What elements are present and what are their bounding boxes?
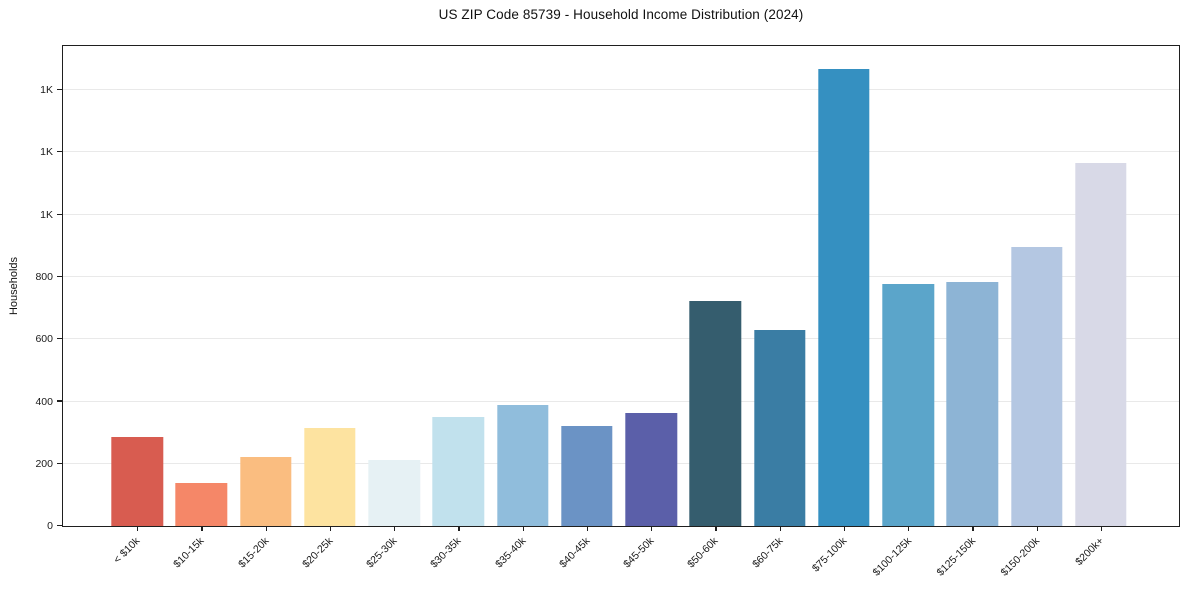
x-tick-mark <box>651 526 653 531</box>
gridline <box>63 275 1179 277</box>
y-tick-mark <box>57 89 62 91</box>
bar-slot: $100-125k <box>870 46 940 579</box>
bar-slot: $30-35k <box>426 46 490 570</box>
x-tick-mark <box>843 526 846 531</box>
bars-row: < $10k $10-15k $15-20k $20-25k $25-30k $30-35… <box>105 46 1133 579</box>
bar <box>882 283 934 526</box>
y-tick-mark <box>57 151 62 153</box>
y-tick-mark <box>57 524 62 526</box>
y-tick-mark <box>57 338 62 340</box>
x-tick-mark <box>458 526 460 531</box>
bar-slot: $200k+ <box>1069 46 1133 568</box>
bar-slot: $125-150k <box>934 46 1004 579</box>
x-tick-mark <box>394 526 396 531</box>
bar-slot: $10-15k <box>169 46 233 570</box>
bar-slot: $50-60k <box>683 46 747 570</box>
y-tick-label: 400 <box>35 395 53 408</box>
bar-slot: $15-20k <box>234 46 298 570</box>
x-tick-label: $30-35k <box>428 535 464 571</box>
bar-slot: $150-200k <box>999 46 1069 579</box>
bar-slot: $75-100k <box>810 46 876 574</box>
x-tick-label: $15-20k <box>235 535 272 571</box>
x-tick-label: $150-200k <box>998 535 1043 579</box>
bar <box>175 483 228 526</box>
x-tick-mark <box>586 526 589 531</box>
bar <box>304 428 356 526</box>
x-tick-label: $100-125k <box>870 535 914 579</box>
bar <box>946 281 999 526</box>
x-tick-label: $35-40k <box>492 535 529 571</box>
gridline <box>63 462 1179 464</box>
bar-slot: $40-45k <box>555 46 619 570</box>
bar <box>111 436 163 526</box>
x-tick-label: $50-60k <box>685 535 721 571</box>
x-tick-label: $60-75k <box>749 535 786 571</box>
x-tick-mark <box>137 526 139 531</box>
x-tick-label: $25-30k <box>364 535 400 571</box>
gridline <box>63 151 1179 153</box>
bar <box>432 417 485 526</box>
x-tick-label: $200k+ <box>1073 535 1107 569</box>
x-tick-label: $125-150k <box>934 535 978 579</box>
x-tick-label: $40-45k <box>557 535 593 571</box>
y-tick-label: 200 <box>35 457 53 470</box>
bar <box>1075 163 1127 526</box>
bar <box>625 413 677 526</box>
y-tick-mark <box>57 462 62 464</box>
bar-slot: $45-50k <box>619 46 683 570</box>
bar <box>368 460 420 526</box>
x-tick-label: $45-50k <box>621 535 657 571</box>
x-tick-mark <box>715 526 717 531</box>
x-tick-mark <box>972 526 974 531</box>
y-tick-label: 600 <box>35 333 53 346</box>
bar-slot: $35-40k <box>491 46 555 570</box>
gridline <box>63 89 1179 91</box>
x-tick-label: $20-25k <box>300 535 336 571</box>
y-tick-mark <box>57 275 62 277</box>
x-tick-mark <box>1100 526 1103 531</box>
y-tick-label: 0 <box>47 520 53 532</box>
x-tick-label: $75-100k <box>809 535 850 575</box>
x-tick-label: < $10k <box>111 535 143 566</box>
x-tick-mark <box>201 526 203 531</box>
bar-slot: $60-75k <box>748 46 812 570</box>
x-tick-mark <box>522 526 524 531</box>
x-tick-mark <box>265 526 267 531</box>
gridline <box>63 213 1179 215</box>
x-tick-mark <box>908 526 910 531</box>
y-tick-mark <box>57 213 62 215</box>
bar <box>496 405 549 526</box>
bar-slot: < $10k <box>105 46 169 566</box>
y-tick-label: 1K <box>40 146 53 159</box>
bar <box>239 457 292 526</box>
y-tick-label: 1K <box>40 208 53 221</box>
y-tick-label: 1K <box>40 84 53 97</box>
bar <box>689 300 742 526</box>
bar <box>753 329 806 526</box>
bar <box>561 426 613 526</box>
x-tick-mark <box>779 526 781 531</box>
bar-slot: $25-30k <box>362 46 426 570</box>
x-tick-mark <box>329 526 332 531</box>
plot-area: < $10k $10-15k $15-20k $20-25k $25-30k $30-35… <box>35 45 1180 579</box>
x-tick-mark <box>1036 526 1038 531</box>
bar-slot: $20-25k <box>298 46 362 570</box>
y-tick-mark <box>57 400 62 402</box>
gridline <box>63 400 1179 402</box>
chart-title: US ZIP Code 85739 - Household Income Dis… <box>438 7 804 22</box>
bar <box>818 69 870 526</box>
x-tick-label: $10-15k <box>171 535 207 571</box>
y-axis-label: Households <box>8 256 20 316</box>
y-tick-label: 800 <box>35 270 53 283</box>
gridline <box>63 338 1179 340</box>
bar <box>1010 247 1063 526</box>
